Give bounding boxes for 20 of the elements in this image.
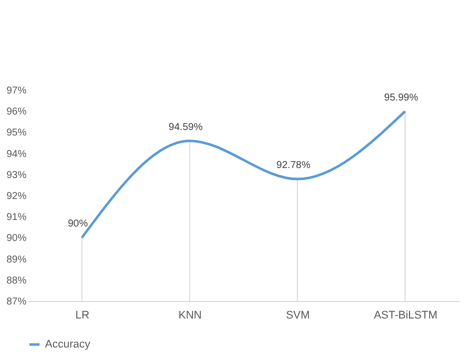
- text: 95.99%: [384, 92, 418, 104]
- text: 90%: [68, 218, 88, 230]
- x-tick-label: KNN: [178, 310, 202, 322]
- text: 92.78%: [276, 160, 310, 172]
- y-tick-label: 92%: [6, 191, 27, 202]
- y-tick-label: 94%: [6, 148, 27, 160]
- x-tick-label: SVM: [286, 310, 310, 322]
- x-tick-label: LR: [75, 310, 90, 322]
- y-tick-label: 95%: [6, 128, 27, 139]
- y-tick-label: 96%: [6, 106, 27, 118]
- y-tick-label: 87%: [6, 296, 27, 308]
- y-tick-label: 90%: [6, 233, 27, 244]
- y-tick-label: 89%: [6, 254, 27, 266]
- y-tick-label: 91%: [6, 212, 27, 224]
- y-tick-label: 97%: [6, 86, 27, 96]
- y-tick-label: 88%: [6, 275, 27, 286]
- y-tick-label: 93%: [6, 170, 27, 181]
- legend-label: Accuracy: [45, 338, 91, 350]
- x-tick-label: AST-BiLSTM: [374, 310, 438, 322]
- text: 94.59%: [168, 122, 203, 133]
